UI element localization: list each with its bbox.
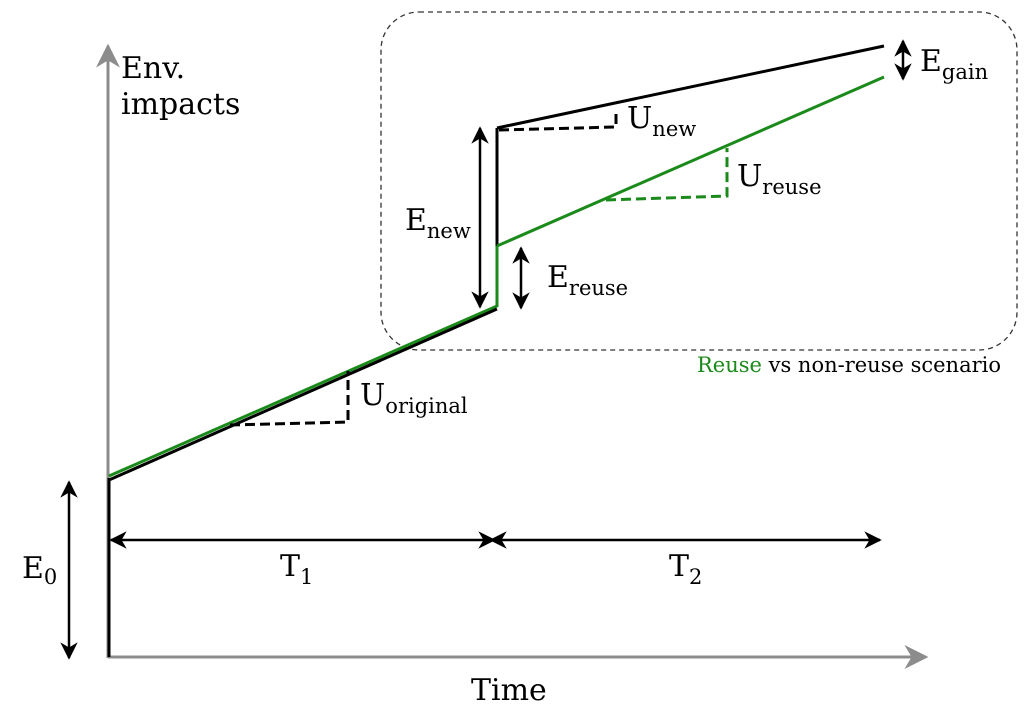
- x-axis-label: Time: [471, 673, 547, 708]
- t1-label-sub: 1: [300, 565, 313, 589]
- reuse-slope-second-life: [496, 75, 885, 248]
- y-axis-label-line2: impacts: [121, 87, 240, 122]
- reuse-slope-first-life: [108, 304, 498, 478]
- u-original-step: [229, 371, 350, 427]
- e-reuse-label-main: E: [547, 260, 569, 295]
- t2-label: T2: [669, 549, 702, 589]
- u-original-label-main: U: [360, 378, 385, 413]
- y-axis-label-line1: Env.: [121, 51, 185, 86]
- e-new-label: Enew: [405, 203, 471, 243]
- t1-label: T1: [280, 549, 313, 589]
- u-original-label: Uoriginal: [360, 378, 468, 418]
- t2-label-sub: 2: [689, 565, 702, 589]
- scenario-box: [380, 11, 1018, 351]
- u-original-label-sub: original: [385, 394, 468, 418]
- e-reuse-label-sub: reuse: [569, 276, 628, 300]
- u-new-label-sub: new: [652, 117, 696, 141]
- e-gain-label: Egain: [920, 44, 988, 84]
- non-reuse-slope-second-life: [496, 44, 885, 130]
- t1-label-main: T: [280, 549, 300, 584]
- u-reuse-label-main: U: [737, 159, 762, 194]
- e0-label: E0: [22, 551, 57, 589]
- non-reuse-slope-first-life: [108, 307, 498, 482]
- scenario-caption-highlight: Reuse: [697, 353, 762, 377]
- e0-label-main: E: [22, 551, 44, 586]
- u-new-label: Unew: [627, 101, 696, 141]
- scenario-caption: Reuse vs non-reuse scenario: [697, 353, 1001, 377]
- u-reuse-step: [605, 148, 729, 202]
- t2-label-main: T: [669, 549, 689, 584]
- u-new-label-main: U: [627, 101, 652, 136]
- e0-label-sub: 0: [44, 565, 57, 589]
- u-new-step: [498, 110, 618, 132]
- e-reuse-label: Ereuse: [547, 260, 628, 300]
- u-reuse-label-sub: reuse: [762, 175, 821, 199]
- e-gain-label-sub: gain: [942, 60, 988, 84]
- scenario-caption-rest: vs non-reuse scenario: [762, 353, 1001, 377]
- e-new-label-sub: new: [427, 219, 471, 243]
- e-new-label-main: E: [405, 203, 427, 238]
- e-gain-label-main: E: [920, 44, 942, 79]
- u-reuse-label: Ureuse: [737, 159, 822, 199]
